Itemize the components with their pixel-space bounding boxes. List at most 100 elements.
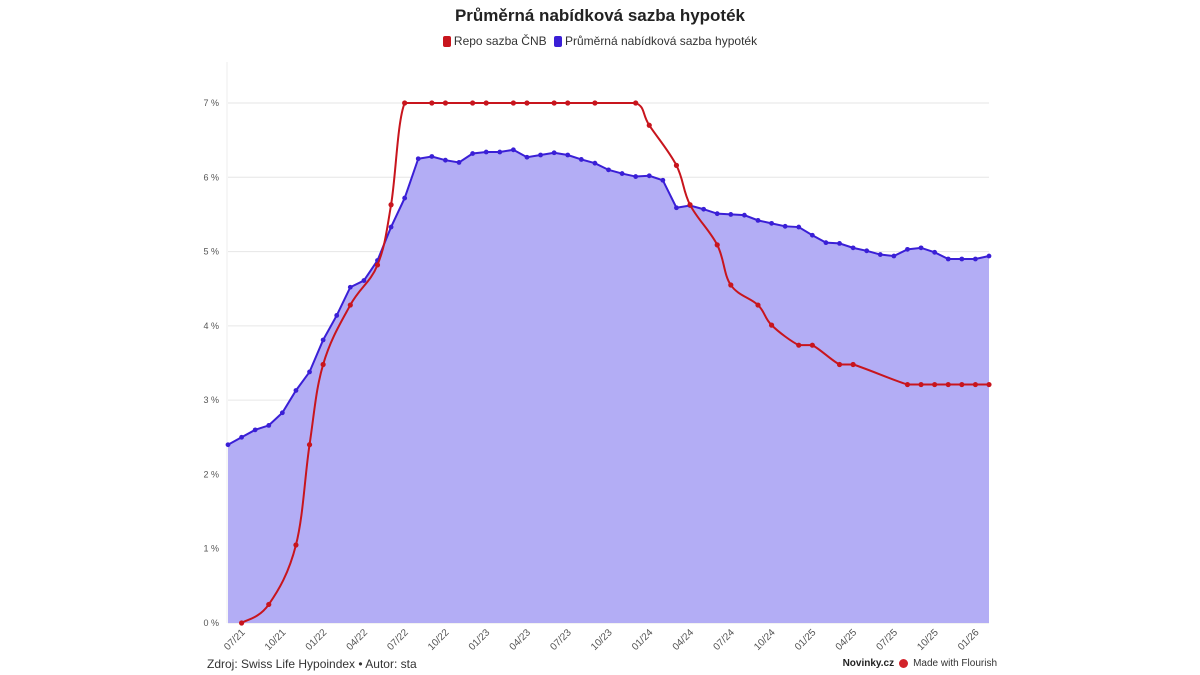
legend: Repo sazba ČNB Průměrná nabídková sazba … bbox=[0, 34, 1200, 50]
legend-item-mortgage[interactable]: Průměrná nabídková sazba hypoték bbox=[553, 34, 757, 48]
y-tick-label: 7 % bbox=[203, 98, 219, 108]
mortgage-point bbox=[606, 167, 611, 173]
legend-item-repo[interactable]: Repo sazba ČNB bbox=[442, 34, 547, 48]
repo-point bbox=[374, 262, 381, 268]
x-tick-label: 07/22 bbox=[385, 627, 411, 653]
repo-point bbox=[918, 381, 924, 388]
y-tick-label: 1 % bbox=[203, 544, 219, 554]
mortgage-point bbox=[225, 442, 231, 448]
mortgage-point bbox=[728, 212, 734, 217]
mortgage-point bbox=[334, 313, 340, 318]
mortgage-point bbox=[443, 157, 448, 163]
x-tick-label: 10/21 bbox=[263, 627, 289, 653]
mortgage-point bbox=[565, 152, 571, 158]
x-tick-label: 07/23 bbox=[548, 627, 574, 653]
mortgage-point bbox=[307, 369, 312, 375]
repo-point bbox=[972, 381, 979, 388]
mortgage-point bbox=[905, 246, 910, 252]
mortgage-point bbox=[483, 149, 489, 155]
repo-point bbox=[768, 322, 775, 328]
legend-label-repo: Repo sazba ČNB bbox=[453, 34, 547, 48]
mortgage-point bbox=[701, 206, 707, 212]
mortgage-point bbox=[415, 156, 421, 162]
repo-point bbox=[429, 100, 435, 106]
mortgage-point bbox=[660, 177, 666, 183]
repo-point bbox=[402, 100, 408, 106]
mortgage-point bbox=[769, 220, 774, 226]
mortgage-point bbox=[551, 150, 557, 156]
x-tick-label: 01/25 bbox=[793, 627, 819, 653]
x-tick-label: 01/26 bbox=[956, 627, 982, 653]
repo-point bbox=[945, 381, 951, 388]
mortgage-point bbox=[796, 224, 802, 230]
repo-point bbox=[388, 202, 394, 208]
mortgage-point bbox=[497, 149, 503, 155]
y-tick-label: 6 % bbox=[203, 172, 219, 182]
repo-point bbox=[755, 302, 761, 308]
repo-point bbox=[904, 381, 911, 388]
repo-point bbox=[796, 342, 802, 348]
repo-point bbox=[836, 361, 843, 368]
x-tick-label: 10/24 bbox=[752, 627, 778, 653]
mortgage-point bbox=[239, 434, 244, 440]
mortgage-point bbox=[402, 195, 408, 201]
mortgage-point bbox=[646, 173, 652, 179]
x-tick-label: 10/23 bbox=[589, 627, 615, 653]
x-tick-label: 01/22 bbox=[304, 627, 330, 653]
mortgage-point bbox=[782, 223, 788, 229]
x-tick-label: 07/21 bbox=[222, 627, 248, 653]
mortgage-point bbox=[809, 232, 815, 238]
mortgage-point bbox=[619, 171, 625, 176]
mortgage-point bbox=[891, 253, 897, 259]
mortgage-point bbox=[714, 211, 720, 217]
legend-swatch-repo bbox=[442, 35, 451, 47]
mortgage-point bbox=[293, 388, 299, 393]
mortgage-point bbox=[524, 154, 530, 160]
repo-point bbox=[320, 361, 326, 368]
mortgage-point bbox=[538, 152, 543, 158]
repo-point bbox=[293, 542, 299, 548]
credits: Novinky.cz Made with Flourish bbox=[843, 658, 997, 669]
mortgage-point bbox=[973, 256, 978, 262]
repo-point bbox=[347, 302, 353, 308]
repo-point bbox=[633, 100, 639, 106]
repo-point bbox=[850, 361, 856, 368]
repo-point bbox=[483, 100, 489, 106]
mortgage-point bbox=[986, 253, 992, 259]
repo-point bbox=[524, 100, 530, 106]
x-tick-label: 01/23 bbox=[467, 627, 493, 653]
mortgage-point bbox=[429, 154, 435, 159]
mortgage-point bbox=[470, 151, 476, 156]
x-tick-label: 04/25 bbox=[834, 627, 860, 653]
repo-point bbox=[646, 122, 652, 128]
repo-point bbox=[565, 100, 571, 106]
repo-point bbox=[266, 601, 272, 608]
chart-title: Průměrná nabídková sazba hypoték bbox=[454, 6, 746, 25]
repo-point bbox=[986, 381, 992, 388]
x-tick-label: 07/24 bbox=[711, 627, 737, 653]
repo-point bbox=[442, 100, 449, 106]
mortgage-point bbox=[510, 147, 516, 153]
mortgage-point bbox=[456, 160, 462, 165]
flourish-icon bbox=[899, 659, 909, 668]
repo-point bbox=[932, 381, 938, 388]
mortgage-point bbox=[959, 256, 965, 262]
mortgage-point bbox=[361, 278, 367, 283]
repo-point bbox=[687, 202, 693, 208]
y-tick-label: 5 % bbox=[203, 247, 219, 257]
x-tick-label: 04/23 bbox=[508, 627, 534, 653]
made-with-flourish-link[interactable]: Made with Flourish bbox=[913, 658, 997, 669]
source-note: Zdroj: Swiss Life Hypoindex • Autor: sta bbox=[207, 657, 417, 671]
mortgage-point bbox=[850, 245, 856, 251]
x-tick-label: 07/25 bbox=[875, 627, 901, 653]
repo-point bbox=[510, 100, 516, 106]
x-tick-label: 10/25 bbox=[915, 627, 941, 653]
mortgage-point bbox=[266, 423, 272, 428]
repo-point bbox=[306, 442, 313, 448]
repo-point bbox=[470, 100, 476, 106]
brand-logo[interactable]: Novinky.cz bbox=[842, 658, 895, 669]
mortgage-points bbox=[225, 147, 992, 448]
mortgage-area bbox=[228, 149, 989, 624]
mortgage-point bbox=[674, 205, 679, 211]
mortgage-point bbox=[877, 252, 883, 257]
